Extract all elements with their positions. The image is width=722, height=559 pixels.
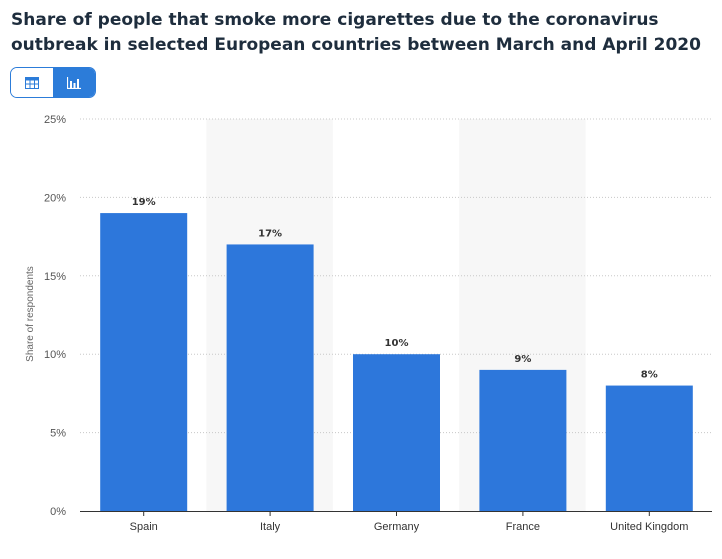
x-tick-label: Germany — [374, 521, 420, 533]
data-label: 10% — [385, 338, 409, 349]
bar — [100, 213, 188, 511]
x-tick-label: Italy — [260, 521, 281, 533]
view-toggle — [10, 67, 96, 98]
bar — [353, 354, 440, 511]
x-tick-label: United Kingdom — [610, 521, 688, 533]
y-tick-label: 25% — [44, 114, 66, 126]
data-label: 17% — [258, 228, 282, 239]
data-label: 19% — [132, 197, 156, 208]
y-tick-label: 20% — [44, 192, 66, 204]
bar-chart-icon — [67, 76, 81, 89]
x-tick-label: France — [506, 521, 540, 533]
bar — [479, 369, 567, 511]
table-icon — [25, 76, 39, 89]
data-label: 9% — [514, 354, 531, 365]
y-tick-label: 5% — [50, 428, 66, 440]
y-tick-label: 10% — [44, 349, 66, 361]
table-view-button[interactable] — [11, 68, 53, 97]
y-axis-title: Share of respondents — [25, 266, 36, 362]
x-tick-label: Spain — [130, 521, 158, 533]
chart-title: Share of people that smoke more cigarett… — [11, 10, 701, 55]
chart-view-button[interactable] — [53, 68, 95, 97]
bar — [226, 244, 314, 511]
y-tick-label: 0% — [50, 506, 66, 518]
bar — [605, 385, 693, 511]
y-tick-label: 15% — [44, 271, 66, 283]
data-label: 8% — [641, 370, 658, 381]
